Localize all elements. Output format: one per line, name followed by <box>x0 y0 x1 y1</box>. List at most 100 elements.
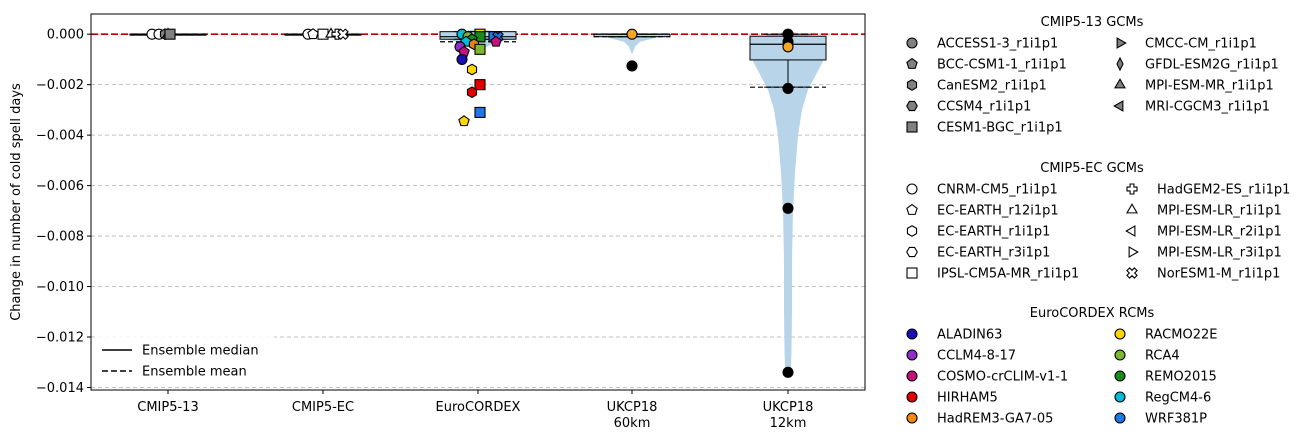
legend-marker <box>1113 100 1124 112</box>
marker-shape <box>782 41 794 53</box>
legend-marker <box>1114 328 1126 340</box>
legend-label: COSMO-crCLIM-v1-1 <box>937 370 1068 385</box>
legend-label: CCSM4_r1i1p1 <box>937 100 1031 115</box>
data-point <box>626 60 638 72</box>
legend-group: CMIP5-13 GCMs ACCESS1-3_r1i1p1 BCC-CSM1-1_… <box>906 15 1279 136</box>
y-tick-label: −0.012 <box>36 331 84 346</box>
data-point <box>474 106 486 118</box>
marker-shape <box>626 28 638 40</box>
legend-label: REMO2015 <box>1145 370 1217 385</box>
legend-marker <box>906 57 918 69</box>
legend-group: EuroCORDEX RCMs ALADIN63 CCLM4-8-17 COSMO-c… <box>906 306 1217 427</box>
legend-marker <box>906 267 918 279</box>
legend-label: CanESM2_r1i1p1 <box>937 79 1047 94</box>
x-tick-label: CMIP5-13 <box>137 400 198 415</box>
legend-label: RegCM4-6 <box>1145 391 1211 406</box>
x-axis-ticks: CMIP5-13 CMIP5-EC EuroCORDEX UKCP1860kmUKCP… <box>137 390 813 431</box>
marker-shape <box>474 79 486 91</box>
marker-shape <box>1126 183 1138 195</box>
legend-marker <box>1125 225 1136 237</box>
violins <box>440 29 826 375</box>
marker-shape <box>474 106 486 118</box>
legend-marker <box>1126 183 1138 195</box>
x-tick-label: UKCP18 <box>763 400 814 415</box>
legend-label: NorESM1-M_r1i1p1 <box>1157 267 1280 282</box>
legend-label: RCA4 <box>1145 349 1180 364</box>
legend-marker <box>1126 203 1138 214</box>
violin-body <box>594 32 670 55</box>
y-tick-label: −0.006 <box>36 179 84 194</box>
marker-shape <box>1114 78 1126 89</box>
legend-marker <box>906 391 918 403</box>
legend-marker <box>1114 78 1126 89</box>
marker-shape <box>466 63 478 76</box>
legend-group-title: EuroCORDEX RCMs <box>1030 306 1155 321</box>
marker-shape <box>1114 391 1126 403</box>
legend-marker <box>1116 56 1124 72</box>
legend-label: MPI-ESM-MR_r1i1p1 <box>1145 79 1274 94</box>
marker-shape <box>906 391 918 403</box>
marker-shape <box>906 203 918 215</box>
ensemble-legend-box <box>96 336 274 384</box>
marker-shape <box>1116 37 1127 49</box>
legend-label: MPI-ESM-LR_r2i1p1 <box>1157 225 1282 240</box>
y-tick-label: −0.004 <box>36 129 84 144</box>
legend-marker <box>1128 246 1139 258</box>
marker-shape <box>906 37 918 49</box>
marker-shape <box>337 28 349 41</box>
legend-marker <box>1126 267 1138 279</box>
legend-marker <box>1116 37 1127 49</box>
legend-label: IPSL-CM5A-MR_r1i1p1 <box>937 267 1079 282</box>
marker-shape <box>458 115 470 127</box>
marker-shape <box>782 366 794 378</box>
legend-group: CMIP5-EC GCMs CNRM-CM5_r1i1p1 EC-EARTH_r12… <box>906 161 1290 282</box>
legend-marker <box>906 121 918 133</box>
marker-shape <box>456 53 468 65</box>
legend-label: HadGEM2-ES_r1i1p1 <box>1157 183 1290 198</box>
legend-label: CCLM4-8-17 <box>937 349 1016 364</box>
marker-shape <box>317 28 329 40</box>
x-tick-label: UKCP18 <box>607 400 658 415</box>
marker-shape <box>906 79 918 91</box>
marker-shape <box>1126 203 1138 214</box>
marker-shape <box>906 121 918 133</box>
legend-label: MPI-ESM-LR_r1i1p1 <box>1157 204 1282 219</box>
data-point <box>782 366 794 378</box>
data-point <box>466 86 478 99</box>
x-tick-label: 12km <box>770 416 807 431</box>
marker-shape <box>906 328 918 340</box>
x-tick-label: 60km <box>614 416 651 431</box>
legend-group-title: CMIP5-13 GCMs <box>1041 15 1144 30</box>
legend-marker <box>906 100 918 112</box>
y-tick-label: −0.002 <box>36 78 84 93</box>
legend-label: HadREM3-GA7-05 <box>937 412 1053 427</box>
x-tick-label: CMIP5-EC <box>292 400 354 415</box>
marker-shape <box>906 183 918 195</box>
legend-marker <box>906 349 918 361</box>
legend-label: BCC-CSM1-1_r1i1p1 <box>937 58 1067 73</box>
marker-shape <box>1114 412 1126 424</box>
marker-shape <box>1116 56 1124 72</box>
marker-shape-inner <box>337 28 349 41</box>
legend-label: GFDL-ESM2G_r1i1p1 <box>1145 58 1279 73</box>
marker-shape <box>906 100 918 112</box>
marker-shape <box>782 202 794 214</box>
y-axis-ticks: 0.000 −0.002 −0.004 −0.006 −0.008 −0.010 −0.01… <box>36 28 91 396</box>
marker-shape <box>626 60 638 72</box>
x-tick-label: EuroCORDEX <box>436 400 521 415</box>
legend-group-title: CMIP5-EC GCMs <box>1040 161 1144 176</box>
data-point <box>458 115 470 127</box>
marker-shape <box>490 35 502 47</box>
y-tick-label: 0.000 <box>47 28 84 43</box>
legend-label: CMCC-CM_r1i1p1 <box>1145 37 1257 52</box>
marker-shape <box>906 246 918 258</box>
data-point <box>490 35 502 47</box>
legend-label: EC-EARTH_r3i1p1 <box>937 246 1050 261</box>
plot-frame <box>90 13 866 391</box>
marker-shape <box>1125 225 1136 237</box>
data-point <box>164 28 176 40</box>
legend-label: RACMO22E <box>1145 328 1217 343</box>
marker-shape <box>1114 370 1126 382</box>
marker-shape <box>906 370 918 382</box>
